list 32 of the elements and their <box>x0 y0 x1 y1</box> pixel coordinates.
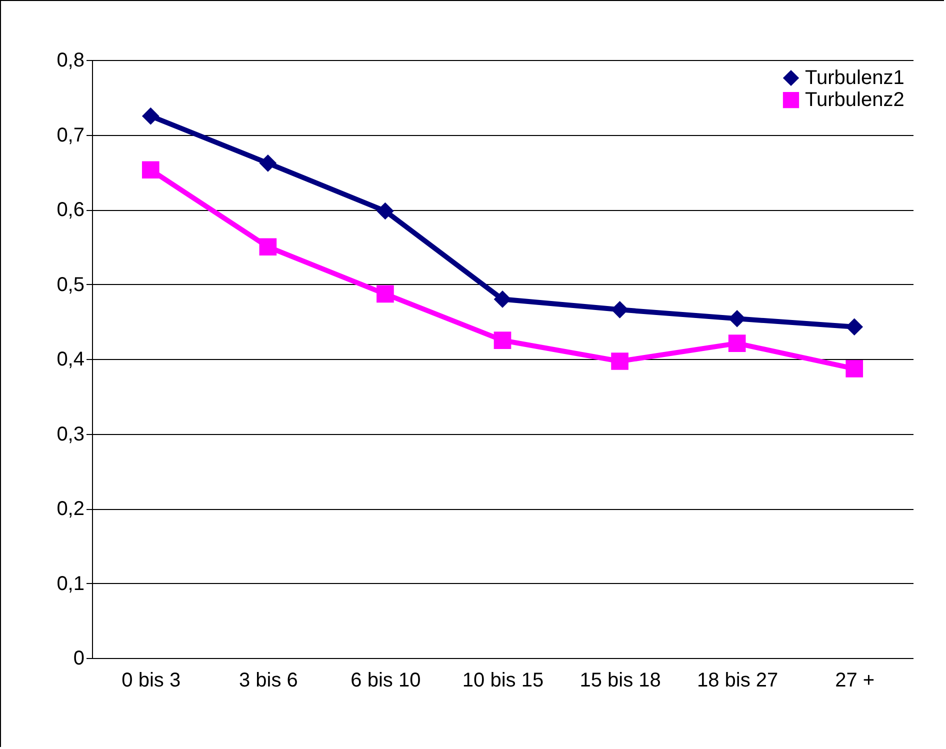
y-tick-label: 0,5 <box>56 274 84 296</box>
point <box>259 154 277 172</box>
y-tick-label: 0,6 <box>56 199 84 221</box>
x-tick-label: 10 bis 15 <box>462 670 544 692</box>
x-tick-label: 15 bis 18 <box>580 670 661 692</box>
point <box>846 360 864 378</box>
y-tick-label: 0,8 <box>56 50 84 72</box>
point <box>142 107 160 125</box>
point <box>142 161 160 179</box>
point <box>376 202 394 220</box>
y-tick-label: 0,1 <box>56 572 84 595</box>
y-tick-label: 0 <box>73 648 84 670</box>
x-tick-label: 18 bis 27 <box>696 670 778 692</box>
y-tick-label: 0,3 <box>56 423 84 446</box>
y-tick-label: 0,2 <box>56 498 84 520</box>
point <box>494 332 512 349</box>
point <box>728 310 746 328</box>
point <box>611 352 628 370</box>
legend-label: Turbulenz1 <box>805 67 904 89</box>
point <box>728 334 746 352</box>
x-tick-label: 6 bis 10 <box>350 670 421 692</box>
legend-label: Turbulenz2 <box>805 89 904 111</box>
x-tick-label: 3 bis 6 <box>238 670 298 692</box>
y-tick-label: 0,7 <box>56 124 84 146</box>
point <box>611 301 628 318</box>
y-tick-label: 0,4 <box>56 348 84 370</box>
point <box>376 285 394 303</box>
point <box>494 290 512 308</box>
point <box>259 238 277 256</box>
x-tick-label: 0 bis 3 <box>122 670 181 692</box>
point <box>846 318 864 336</box>
x-tick-label: 27 + <box>835 670 875 692</box>
